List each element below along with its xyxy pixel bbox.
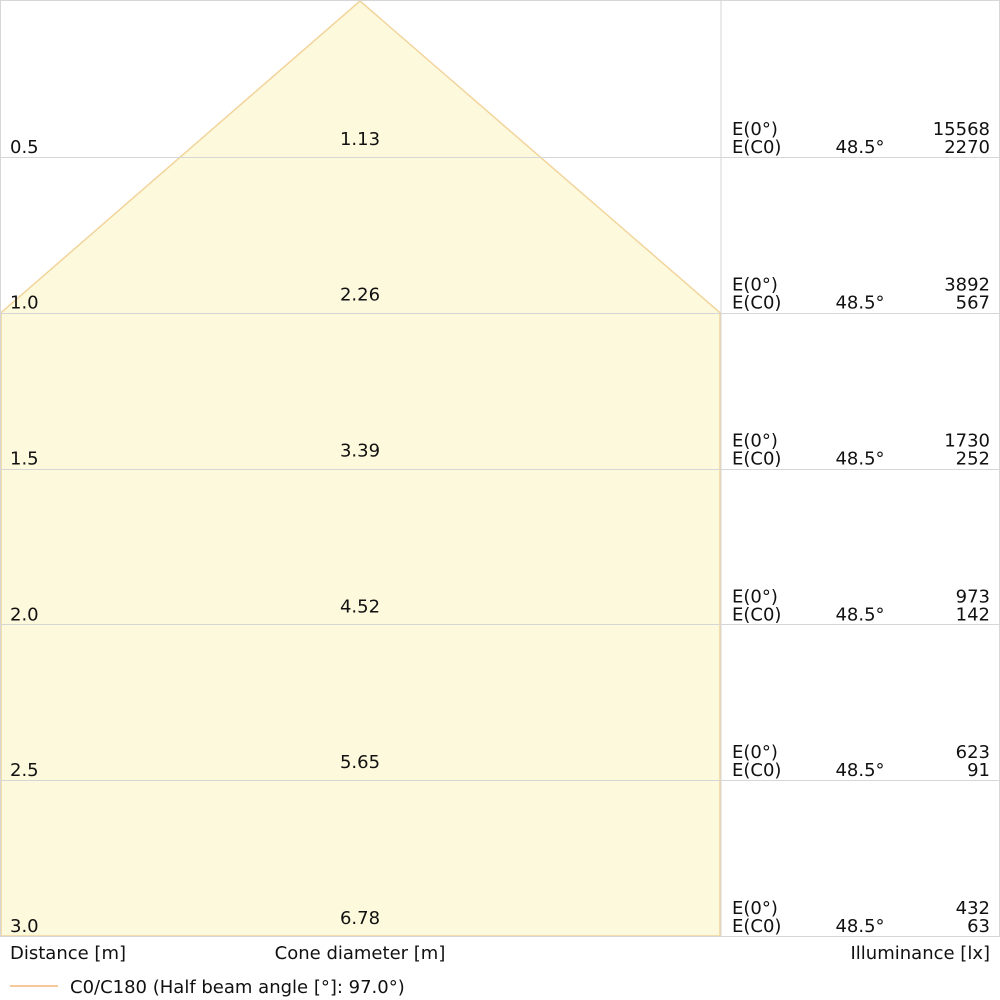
e-center-label: E(0°) [732,119,778,140]
cone-diameter-axis-label: Cone diameter [m] [275,943,446,964]
distance-label: 1.0 [10,293,39,314]
e-c0-value: 91 [967,760,990,781]
e-c0-label: E(C0) [732,449,781,470]
e-center-value: 432 [956,898,990,919]
e-c0-value: 63 [967,916,990,937]
e-c0-label: E(C0) [732,293,781,314]
e-c0-value: 567 [956,293,990,314]
distance-label: 3.0 [10,916,39,937]
illuminance-axis-label: Illuminance [lx] [851,943,991,964]
e-center-label: E(0°) [732,431,778,452]
e-center-value: 15568 [933,119,990,140]
half-angle-label: 48.5° [835,604,884,625]
cone-diameter-label: 1.13 [340,129,380,150]
half-angle-label: 48.5° [835,760,884,781]
cone-diameter-label: 4.52 [340,596,380,617]
half-angle-label: 48.5° [835,449,884,470]
e-center-label: E(0°) [732,586,778,607]
cone-diameter-label: 5.65 [340,752,380,773]
e-c0-value: 142 [956,604,990,625]
cone-diameter-label: 3.39 [340,441,380,462]
e-center-value: 3892 [944,275,990,296]
half-angle-label: 48.5° [835,293,884,314]
e-c0-label: E(C0) [732,760,781,781]
legend-label: C0/C180 (Half beam angle [°]: 97.0°) [70,977,405,998]
cone-diameter-label: 6.78 [340,908,380,929]
half-angle-label: 48.5° [835,916,884,937]
e-center-label: E(0°) [732,742,778,763]
e-c0-label: E(C0) [732,604,781,625]
distance-label: 2.0 [10,604,39,625]
e-c0-value: 2270 [944,137,990,158]
e-center-value: 973 [956,586,990,607]
e-c0-value: 252 [956,449,990,470]
e-center-label: E(0°) [732,898,778,919]
e-center-value: 1730 [944,431,990,452]
distance-label: 0.5 [10,137,39,158]
distance-label: 2.5 [10,760,39,781]
e-center-label: E(0°) [732,275,778,296]
half-angle-label: 48.5° [835,137,884,158]
e-c0-label: E(C0) [732,137,781,158]
distance-label: 1.5 [10,449,39,470]
e-center-value: 623 [956,742,990,763]
cone-diameter-label: 2.26 [340,285,380,306]
e-c0-label: E(C0) [732,916,781,937]
distance-axis-label: Distance [m] [10,943,126,964]
